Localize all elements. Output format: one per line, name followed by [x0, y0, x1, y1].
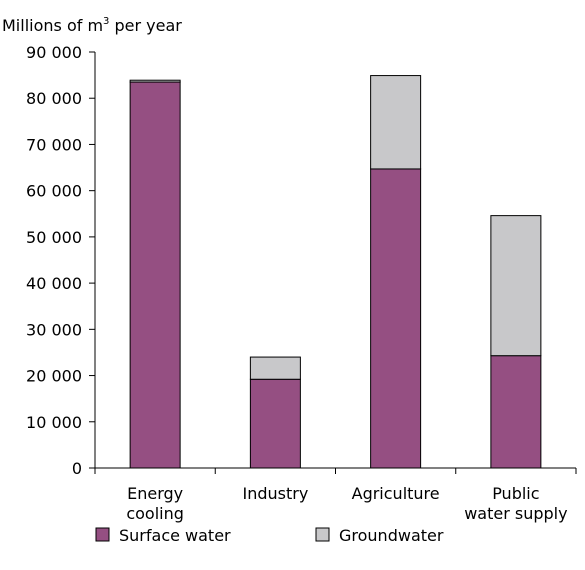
y-axis-unit-suffix: per year: [109, 16, 182, 35]
legend-swatch-groundwater: [315, 527, 330, 542]
category-label-line: cooling: [126, 504, 184, 523]
category-label-line: Energy: [127, 484, 183, 503]
bar-segment-groundwater: [249, 356, 301, 380]
category-label: Industry: [242, 484, 308, 503]
y-tick-label: 60 000: [26, 182, 82, 201]
y-axis-unit-text: Millions of m: [2, 16, 103, 35]
y-axis: 0 10 000 20 000 30 000 40 000 50 000 60 000 70 …: [26, 43, 96, 478]
y-tick-label: 80 000: [26, 89, 82, 108]
bar-segment-surface-water: [490, 355, 542, 469]
y-tick-label: 70 000: [26, 135, 82, 154]
y-tick-label: 10 000: [26, 413, 82, 432]
bar-segment-surface-water: [370, 168, 422, 469]
legend-label-surface-water: Surface water: [119, 526, 231, 545]
category-label: Energy cooling: [126, 484, 184, 523]
bars: [129, 75, 542, 469]
category-label-line: Public: [492, 484, 539, 503]
y-tick-label: 20 000: [26, 367, 82, 386]
y-tick-label: 90 000: [26, 43, 82, 62]
bar-segment-groundwater: [370, 75, 422, 170]
bar-segment-surface-water: [129, 81, 181, 469]
category-label-line: water supply: [464, 504, 567, 523]
bar-segment-groundwater: [129, 79, 181, 83]
bar-segment-surface-water: [249, 378, 301, 469]
legend-swatch-surface-water: [95, 527, 110, 542]
y-axis-unit-superscript: 3: [103, 16, 109, 27]
category-label-line: Agriculture: [352, 484, 440, 503]
y-tick-label: 30 000: [26, 320, 82, 339]
y-tick-label: 50 000: [26, 228, 82, 247]
category-labels: Energy cooling Industry Agriculture Public wa…: [126, 484, 567, 523]
x-axis: [94, 467, 577, 474]
legend: Surface water Groundwater: [95, 526, 444, 545]
y-axis-unit-label: Millions of m3 per year: [2, 16, 182, 35]
legend-label-groundwater: Groundwater: [339, 526, 444, 545]
y-tick-label: 40 000: [26, 274, 82, 293]
category-label: Agriculture: [352, 484, 440, 503]
category-label-line: Industry: [242, 484, 308, 503]
y-tick-label: 0: [72, 459, 82, 478]
bar-segment-groundwater: [490, 215, 542, 357]
category-label: Public water supply: [464, 484, 567, 523]
